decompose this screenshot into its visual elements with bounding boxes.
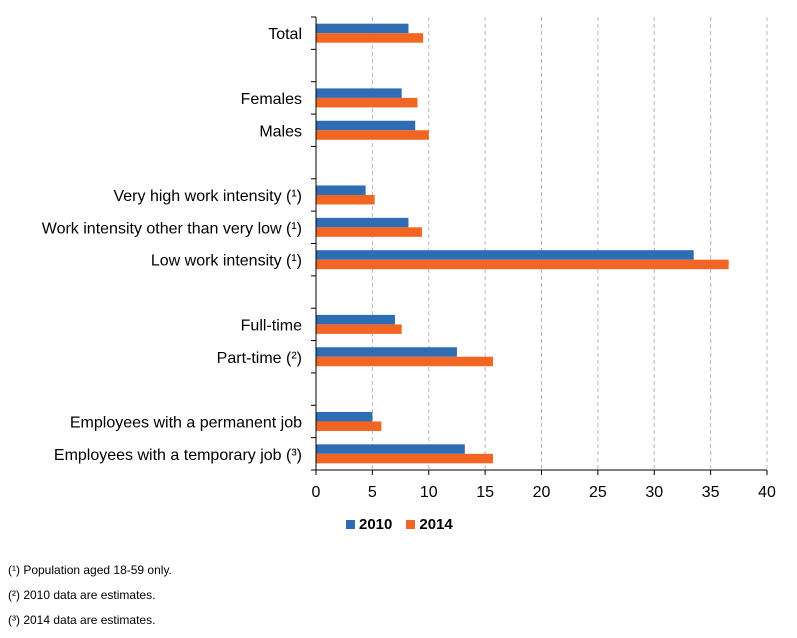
legend-item-2014: 2014 bbox=[406, 516, 453, 533]
legend-swatch-2014 bbox=[406, 520, 416, 529]
category-label: Employees with a permanent job bbox=[70, 414, 302, 431]
bar-2010 bbox=[316, 411, 373, 422]
category-label: Low work intensity (¹) bbox=[151, 253, 302, 270]
footnote-2: (²) 2010 data are estimates. bbox=[8, 588, 156, 602]
bar-2010 bbox=[316, 314, 395, 325]
x-tick-label: 30 bbox=[645, 484, 663, 501]
bar-2014 bbox=[316, 259, 729, 270]
legend-swatch-2010 bbox=[346, 520, 355, 529]
gridlines bbox=[371, 17, 768, 470]
bar-2014 bbox=[316, 130, 429, 140]
bar-chart: Total Females Males Very high work intensit… bbox=[42, 16, 776, 501]
bar-2014 bbox=[316, 324, 402, 334]
category-labels: Total Females Males Very high work intensit… bbox=[42, 26, 302, 464]
legend: 2010 2014 bbox=[346, 516, 453, 533]
bar-2014 bbox=[316, 356, 494, 367]
bar-2010 bbox=[316, 185, 366, 195]
category-label: Part-time (²) bbox=[217, 350, 302, 367]
footnotes: (¹) Population aged 18-59 only. (²) 2010… bbox=[8, 558, 172, 633]
bar-2010 bbox=[316, 347, 457, 357]
footnote-3: (³) 2014 data are estimates. bbox=[8, 613, 156, 627]
bars bbox=[316, 23, 729, 464]
bar-2010 bbox=[316, 23, 409, 34]
x-tick-label: 5 bbox=[368, 484, 377, 501]
bar-2014 bbox=[316, 97, 418, 108]
category-label: Employees with a temporary job (³) bbox=[54, 447, 302, 464]
category-label: Males bbox=[259, 123, 302, 140]
x-tick-label: 20 bbox=[533, 484, 551, 501]
bar-2014 bbox=[316, 227, 422, 237]
footnote-1: (¹) Population aged 18-59 only. bbox=[8, 563, 172, 577]
bar-2010 bbox=[316, 250, 694, 260]
category-label: Full-time bbox=[241, 317, 302, 334]
x-tick-label: 10 bbox=[420, 484, 438, 501]
legend-label-2014: 2014 bbox=[419, 516, 453, 533]
bar-2014 bbox=[316, 194, 375, 205]
bar-2010 bbox=[316, 217, 409, 228]
bar-2010 bbox=[316, 444, 465, 454]
legend-item-2010: 2010 bbox=[346, 516, 392, 533]
category-label: Females bbox=[241, 91, 302, 108]
bar-2014 bbox=[316, 421, 382, 431]
category-label: Total bbox=[268, 26, 302, 43]
bar-2014 bbox=[316, 453, 494, 464]
legend-label-2010: 2010 bbox=[359, 516, 393, 533]
axes bbox=[311, 16, 768, 475]
x-tick-label: 35 bbox=[702, 484, 720, 501]
x-tick-label: 0 bbox=[312, 484, 321, 501]
category-label: Very high work intensity (¹) bbox=[113, 188, 302, 205]
x-tick-label: 25 bbox=[589, 484, 607, 501]
x-tick-labels: 0 5 10 15 20 25 30 35 40 bbox=[312, 484, 776, 501]
x-tick-label: 15 bbox=[476, 484, 494, 501]
bar-2010 bbox=[316, 88, 402, 98]
category-label: Work intensity other than very low (¹) bbox=[42, 220, 302, 237]
bar-2014 bbox=[316, 33, 424, 43]
x-tick-label: 40 bbox=[758, 484, 776, 501]
bar-2010 bbox=[316, 120, 416, 131]
